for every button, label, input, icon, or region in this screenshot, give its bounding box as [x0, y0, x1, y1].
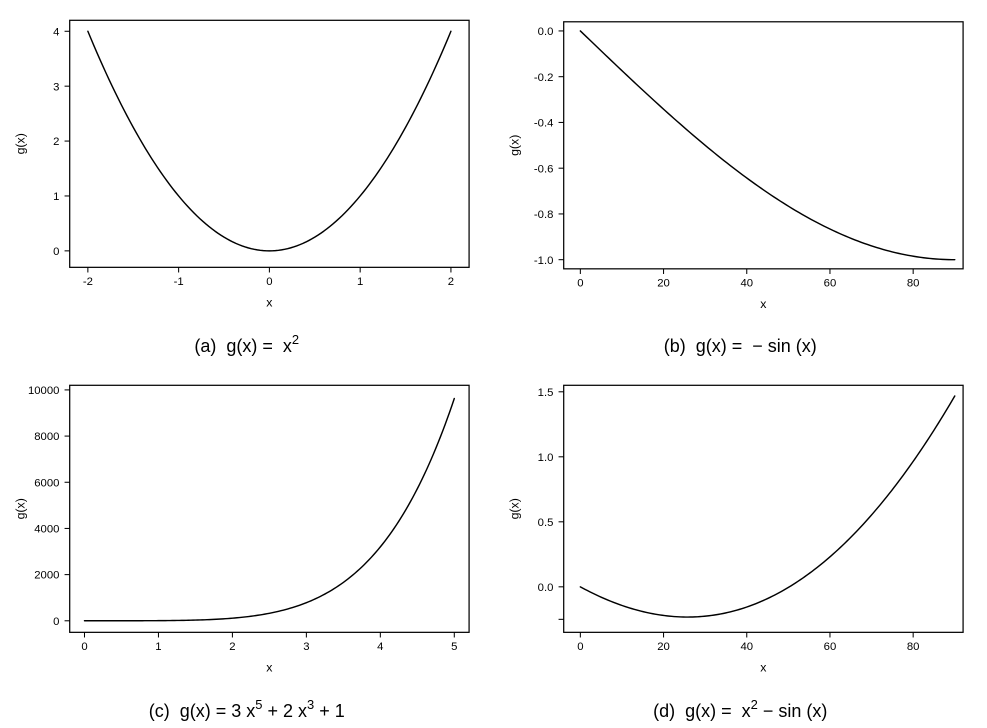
y-tick-label: 1 [53, 191, 59, 203]
x-tick-label: 2 [448, 276, 454, 288]
plot-c: 0 1 2 3 4 5 0 2000 4000 6000 8000 10000 x g(x) [10, 375, 484, 684]
y-tick-label: 4 [53, 26, 59, 38]
panel-c: 0 1 2 3 4 5 0 2000 4000 6000 8000 10000 x g(x) (c) g(… [10, 375, 484, 728]
y-tick-label: 1.0 [537, 452, 553, 464]
y-axis-label: g(x) [13, 498, 27, 519]
y-tick-label: -0.4 [533, 118, 553, 130]
chart-svg: 0 20 40 60 80 0.0 0.5 1.0 1.5 x g(x) [504, 375, 978, 684]
x-tick-label: 0 [577, 277, 583, 289]
chart-svg: 0 20 40 60 80 -1.0 -0.8 -0.6 -0.4 -0.2 0.0 x g(x) [504, 10, 978, 322]
x-axis-label: x [760, 297, 767, 311]
y-tick-label: 0 [53, 616, 59, 628]
plot-b: 0 20 40 60 80 -1.0 -0.8 -0.6 -0.4 -0.2 0.0 x g(x) [504, 10, 978, 322]
y-tick-label: 6000 [34, 477, 59, 489]
x-tick-label: 60 [823, 277, 836, 289]
caption-b: (b) g(x) = − sin (x) [664, 336, 817, 357]
x-axis-label: x [760, 660, 767, 674]
x-tick-label: 40 [740, 641, 753, 653]
x-axis-label: x [266, 660, 273, 674]
y-tick-label: -1.0 [533, 255, 553, 267]
series-line [580, 31, 954, 260]
x-tick-label: 0 [577, 641, 583, 653]
x-tick-label: 40 [740, 277, 753, 289]
panel-b: 0 20 40 60 80 -1.0 -0.8 -0.6 -0.4 -0.2 0.0 x g(x) (b… [504, 10, 978, 363]
x-tick-label: 0 [266, 276, 272, 288]
x-tick-label: 1 [357, 276, 363, 288]
y-tick-label: -0.2 [533, 72, 553, 84]
y-tick-label: 0.0 [537, 26, 553, 38]
series-line [84, 398, 454, 620]
y-axis-label: g(x) [507, 135, 521, 156]
x-tick-label: 5 [451, 641, 457, 653]
y-tick-label: 0.5 [537, 517, 553, 529]
y-tick-label: 10000 [28, 385, 59, 397]
chart-svg: 0 1 2 3 4 5 0 2000 4000 6000 8000 10000 x g(x) [10, 375, 484, 684]
y-tick-label: 2 [53, 136, 59, 148]
x-axis-label: x [266, 295, 273, 309]
panel-d: 0 20 40 60 80 0.0 0.5 1.0 1.5 x g(x) (d) g(x) = x2… [504, 375, 978, 728]
caption-a: (a) g(x) = x2 [194, 333, 299, 357]
y-tick-label: 0 [53, 246, 59, 258]
y-axis-label: g(x) [13, 133, 27, 154]
y-tick-label: 4000 [34, 523, 59, 535]
y-axis-label: g(x) [507, 498, 521, 519]
plot-border [70, 20, 469, 267]
y-tick-label: -0.6 [533, 163, 553, 175]
x-tick-label: 60 [823, 641, 836, 653]
x-tick-label: 80 [906, 277, 919, 289]
series-line [88, 31, 451, 251]
plot-border [563, 22, 962, 269]
x-tick-label: 0 [81, 641, 87, 653]
x-tick-label: -1 [174, 276, 184, 288]
figure-grid: -2-101201234xg(x) (a) g(x) = x2 02040608… [0, 0, 987, 728]
y-tick-label: -0.8 [533, 209, 553, 221]
caption-c: (c) g(x) = 3 x5 + 2 x3 + 1 [149, 698, 345, 722]
x-tick-label: 1 [155, 641, 161, 653]
x-tick-label: 20 [657, 277, 670, 289]
x-tick-label: 2 [229, 641, 235, 653]
y-tick-label: 8000 [34, 431, 59, 443]
x-tick-label: 80 [906, 641, 919, 653]
y-tick-label: 3 [53, 81, 59, 93]
x-tick-label: 20 [657, 641, 670, 653]
panel-a: -2 -1 0 1 2 0 1 2 3 4 x g(x) (a) g(x) = x2 [10, 10, 484, 363]
plot-border [563, 385, 962, 632]
plot-border [70, 385, 469, 632]
caption-d: (d) g(x) = x2 − sin (x) [653, 698, 827, 722]
y-tick-label: 1.5 [537, 387, 553, 399]
x-tick-label: 4 [377, 641, 383, 653]
x-tick-label: 3 [303, 641, 309, 653]
y-tick-label: 0.0 [537, 582, 553, 594]
y-tick-label: 2000 [34, 570, 59, 582]
series-line [580, 396, 954, 617]
x-tick-label: -2 [83, 276, 93, 288]
chart-svg: -2 -1 0 1 2 0 1 2 3 4 x g(x) [10, 10, 484, 319]
plot-a: -2 -1 0 1 2 0 1 2 3 4 x g(x) [10, 10, 484, 319]
plot-d: 0 20 40 60 80 0.0 0.5 1.0 1.5 x g(x) [504, 375, 978, 684]
